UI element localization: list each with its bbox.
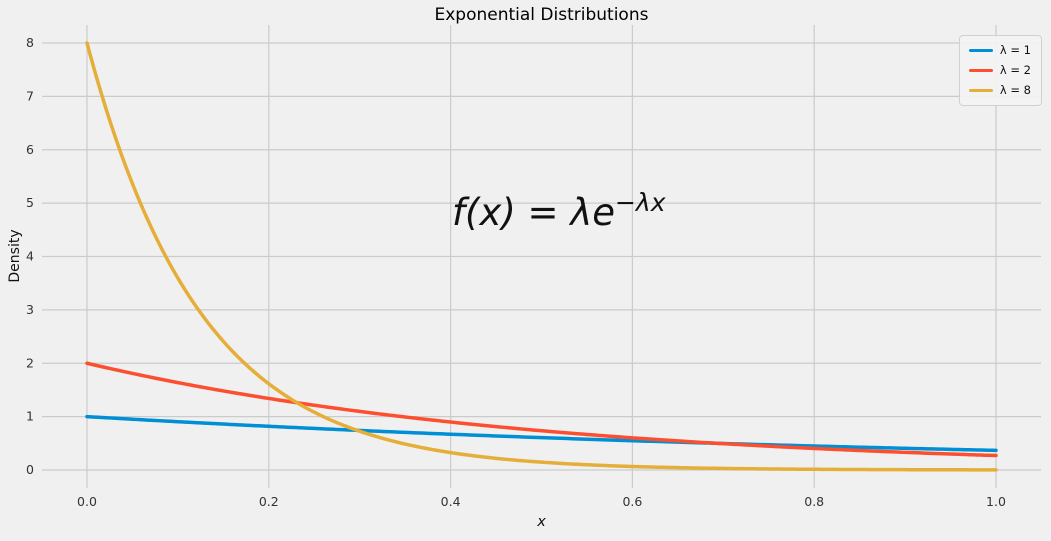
legend-label: λ = 2 (999, 63, 1031, 77)
y-tick-label: 0 (26, 462, 34, 477)
legend-label: λ = 1 (999, 43, 1031, 57)
chart-title: Exponential Distributions (434, 5, 649, 25)
formula-base: f(x) = λe (452, 191, 615, 234)
x-tick-label: 0.2 (259, 494, 279, 509)
x-tick-label: 1.0 (986, 494, 1006, 509)
y-tick-label: 6 (26, 142, 34, 157)
legend-item-lambda-1: λ = 1 (968, 43, 1031, 57)
legend-line-swatch (968, 48, 993, 52)
y-tick-label: 1 (26, 409, 34, 424)
legend: λ = 1 λ = 2 λ = 8 (958, 35, 1042, 106)
x-tick-label: 0.8 (804, 494, 824, 509)
y-tick-label: 5 (26, 195, 34, 210)
legend-line-swatch (968, 88, 993, 92)
y-tick-label: 3 (26, 302, 34, 317)
x-tick-label: 0.0 (77, 494, 97, 509)
legend-item-lambda-2: λ = 2 (968, 63, 1031, 77)
formula-exponent: −λx (614, 188, 666, 217)
line-lambda-1 (85, 414, 998, 453)
x-axis-label: x (537, 514, 546, 530)
legend-item-lambda-8: λ = 8 (968, 83, 1031, 97)
y-axis-label: Density (7, 229, 23, 283)
y-tick-label: 8 (26, 35, 34, 50)
y-tick-label: 4 (26, 249, 34, 264)
y-tick-label: 2 (26, 355, 34, 370)
y-tick-label: 7 (26, 88, 34, 103)
legend-label: λ = 8 (999, 83, 1031, 97)
line-lambda-2 (85, 361, 998, 458)
legend-line-swatch (968, 68, 993, 72)
formula-annotation: f(x) = λe−λx (452, 188, 666, 234)
x-tick-label: 0.4 (441, 494, 461, 509)
x-tick-label: 0.6 (622, 494, 642, 509)
line-lambda-8 (85, 41, 998, 472)
